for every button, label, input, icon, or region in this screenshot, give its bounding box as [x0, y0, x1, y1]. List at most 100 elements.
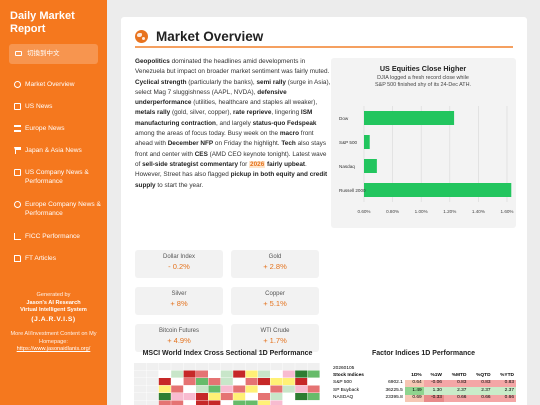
heatmap-cell	[146, 393, 159, 401]
heatmap-cell	[146, 385, 159, 393]
heatmap-cell	[282, 370, 295, 378]
x-tick-label: 1.00%	[415, 209, 428, 214]
column-header: %QTD	[476, 372, 491, 378]
homepage-link[interactable]: https://www.jasonaidlanis.org/	[16, 346, 91, 352]
emphasis-text: ISM manufacturing contraction	[135, 109, 313, 127]
body-text: , and largely	[215, 119, 253, 127]
nav-item-ficc-performance[interactable]: FICC Performance	[14, 232, 102, 241]
table-cell: 1.30	[423, 387, 444, 395]
heatmap-cell	[171, 370, 184, 378]
card-dollar-index: Dollar Index - 0.2%	[135, 250, 223, 278]
heatmap-cell	[158, 393, 171, 401]
table-row: NASDAQ 23395.8 0.69 -0.33 0.66 0.66 0.66	[331, 394, 516, 403]
heatmap-cell	[307, 400, 320, 405]
emphasis-text: status-quo Fedspeak	[252, 119, 317, 127]
body-text: also stays front and center with	[135, 140, 327, 158]
heatmap-cell	[183, 385, 196, 393]
card-silver: Silver + 8%	[135, 287, 223, 315]
main-panel: Market Overview Geopolitics dominated th…	[121, 17, 527, 405]
card-label: Gold	[268, 254, 282, 260]
column-header: %MTD	[451, 372, 467, 378]
heatmap-cell	[208, 363, 221, 371]
column-header: Stock Indices	[333, 372, 364, 378]
globe-icon	[135, 29, 148, 43]
nav-item-ft-articles[interactable]: FT Articles	[14, 254, 102, 263]
card-value: + 4.9%	[167, 336, 191, 345]
heatmap-cell	[270, 378, 283, 386]
table-cell: SP Buyback	[333, 387, 360, 393]
bank-icon	[14, 125, 21, 132]
card-gold: Gold + 2.8%	[231, 250, 319, 278]
heatmap-cell	[245, 385, 258, 393]
assistant-acronym: (J.A.R.V.I.S)	[31, 315, 76, 323]
app-title: Daily Market Report	[10, 10, 75, 35]
card-value: - 0.2%	[168, 262, 190, 271]
language-icon	[15, 50, 22, 56]
table-cell: 36225.5	[385, 387, 403, 393]
factor-table-date: 20260105	[333, 365, 355, 371]
heatmap-cell	[245, 370, 258, 378]
heatmap-cell	[295, 400, 308, 405]
heatmap-cell	[196, 400, 208, 405]
heatmap-cell	[220, 363, 233, 371]
nav-item-europe-news[interactable]: Europe News	[14, 124, 102, 133]
heatmap-cell	[171, 385, 184, 393]
card-label: Bitcoin Futures	[158, 328, 200, 334]
heatmap-cell	[183, 400, 196, 405]
heatmap-cell	[134, 370, 146, 378]
emphasis-text: defensive underperformance	[135, 88, 287, 107]
heatmap-cell	[307, 393, 320, 401]
bar-s-p-500	[364, 135, 370, 149]
heatmap-cell	[258, 400, 270, 405]
heatmap-cell	[220, 400, 233, 405]
heatmap-cell	[183, 378, 196, 386]
table-cell: -0.33	[423, 394, 444, 403]
card-label: Copper	[265, 291, 285, 297]
heatmap-cell	[282, 378, 295, 386]
heatmap-cell	[171, 378, 184, 386]
heatmap-cell	[183, 363, 196, 371]
table-cell: 2.37	[468, 387, 493, 395]
heatmap-cell	[258, 363, 270, 371]
heatmap-cell	[196, 363, 208, 371]
nav-label: Europe News	[25, 125, 65, 132]
column-header: 1D%	[411, 372, 422, 378]
heatmap-title: MSCI World Index Cross Sectional 1D Perf…	[142, 350, 313, 357]
column-header	[377, 372, 405, 379]
building-icon	[14, 169, 21, 176]
heatmap-cell	[270, 363, 283, 371]
heatmap-cell	[233, 385, 246, 393]
nav-item-europe-company-news[interactable]: Europe Company News & Performance	[14, 200, 102, 218]
heatmap-cell	[158, 370, 171, 378]
heatmap-cell	[146, 400, 159, 405]
card-copper: Copper + 5.1%	[231, 287, 319, 315]
heatmap-cell	[307, 385, 320, 393]
heatmap-cell	[245, 378, 258, 386]
nav-item-japan-asia-news[interactable]: Japan & Asia News	[14, 146, 102, 155]
nav-item-us-company-news[interactable]: US Company News & Performance	[14, 168, 102, 186]
heatmap-cell	[196, 393, 208, 401]
card-value: + 2.8%	[263, 262, 287, 271]
table-cell: 0.66	[492, 394, 516, 403]
heatmap-cell	[282, 393, 295, 401]
category-label: Dow	[339, 116, 349, 121]
card-label: Dollar Index	[162, 254, 195, 260]
bar-nasdaq	[364, 159, 377, 173]
emphasis-text: sell-side strategist commentary	[142, 160, 239, 168]
language-toggle-button[interactable]: 切換到中文	[9, 44, 98, 64]
heatmap-cell	[158, 400, 171, 405]
table-cell: 0.83	[468, 379, 493, 388]
heatmap-cell	[295, 393, 308, 401]
heatmap-cell	[183, 370, 196, 378]
nav-item-us-news[interactable]: US News	[14, 102, 102, 111]
sidebar-footer: Generated by Jason's AI Research Virtual…	[0, 292, 107, 354]
x-tick-label: 0.80%	[386, 209, 399, 214]
x-tick-label: 1.20%	[443, 209, 456, 214]
heatmap-cell	[146, 363, 159, 371]
nav-item-market-overview[interactable]: Market Overview	[14, 80, 102, 89]
heatmap-cell	[233, 378, 246, 386]
body-text: dominated the headlines amid development…	[135, 58, 330, 76]
x-tick-label: 0.60%	[357, 209, 370, 214]
section-header: Market Overview	[135, 26, 513, 46]
globe-icon	[14, 81, 21, 88]
